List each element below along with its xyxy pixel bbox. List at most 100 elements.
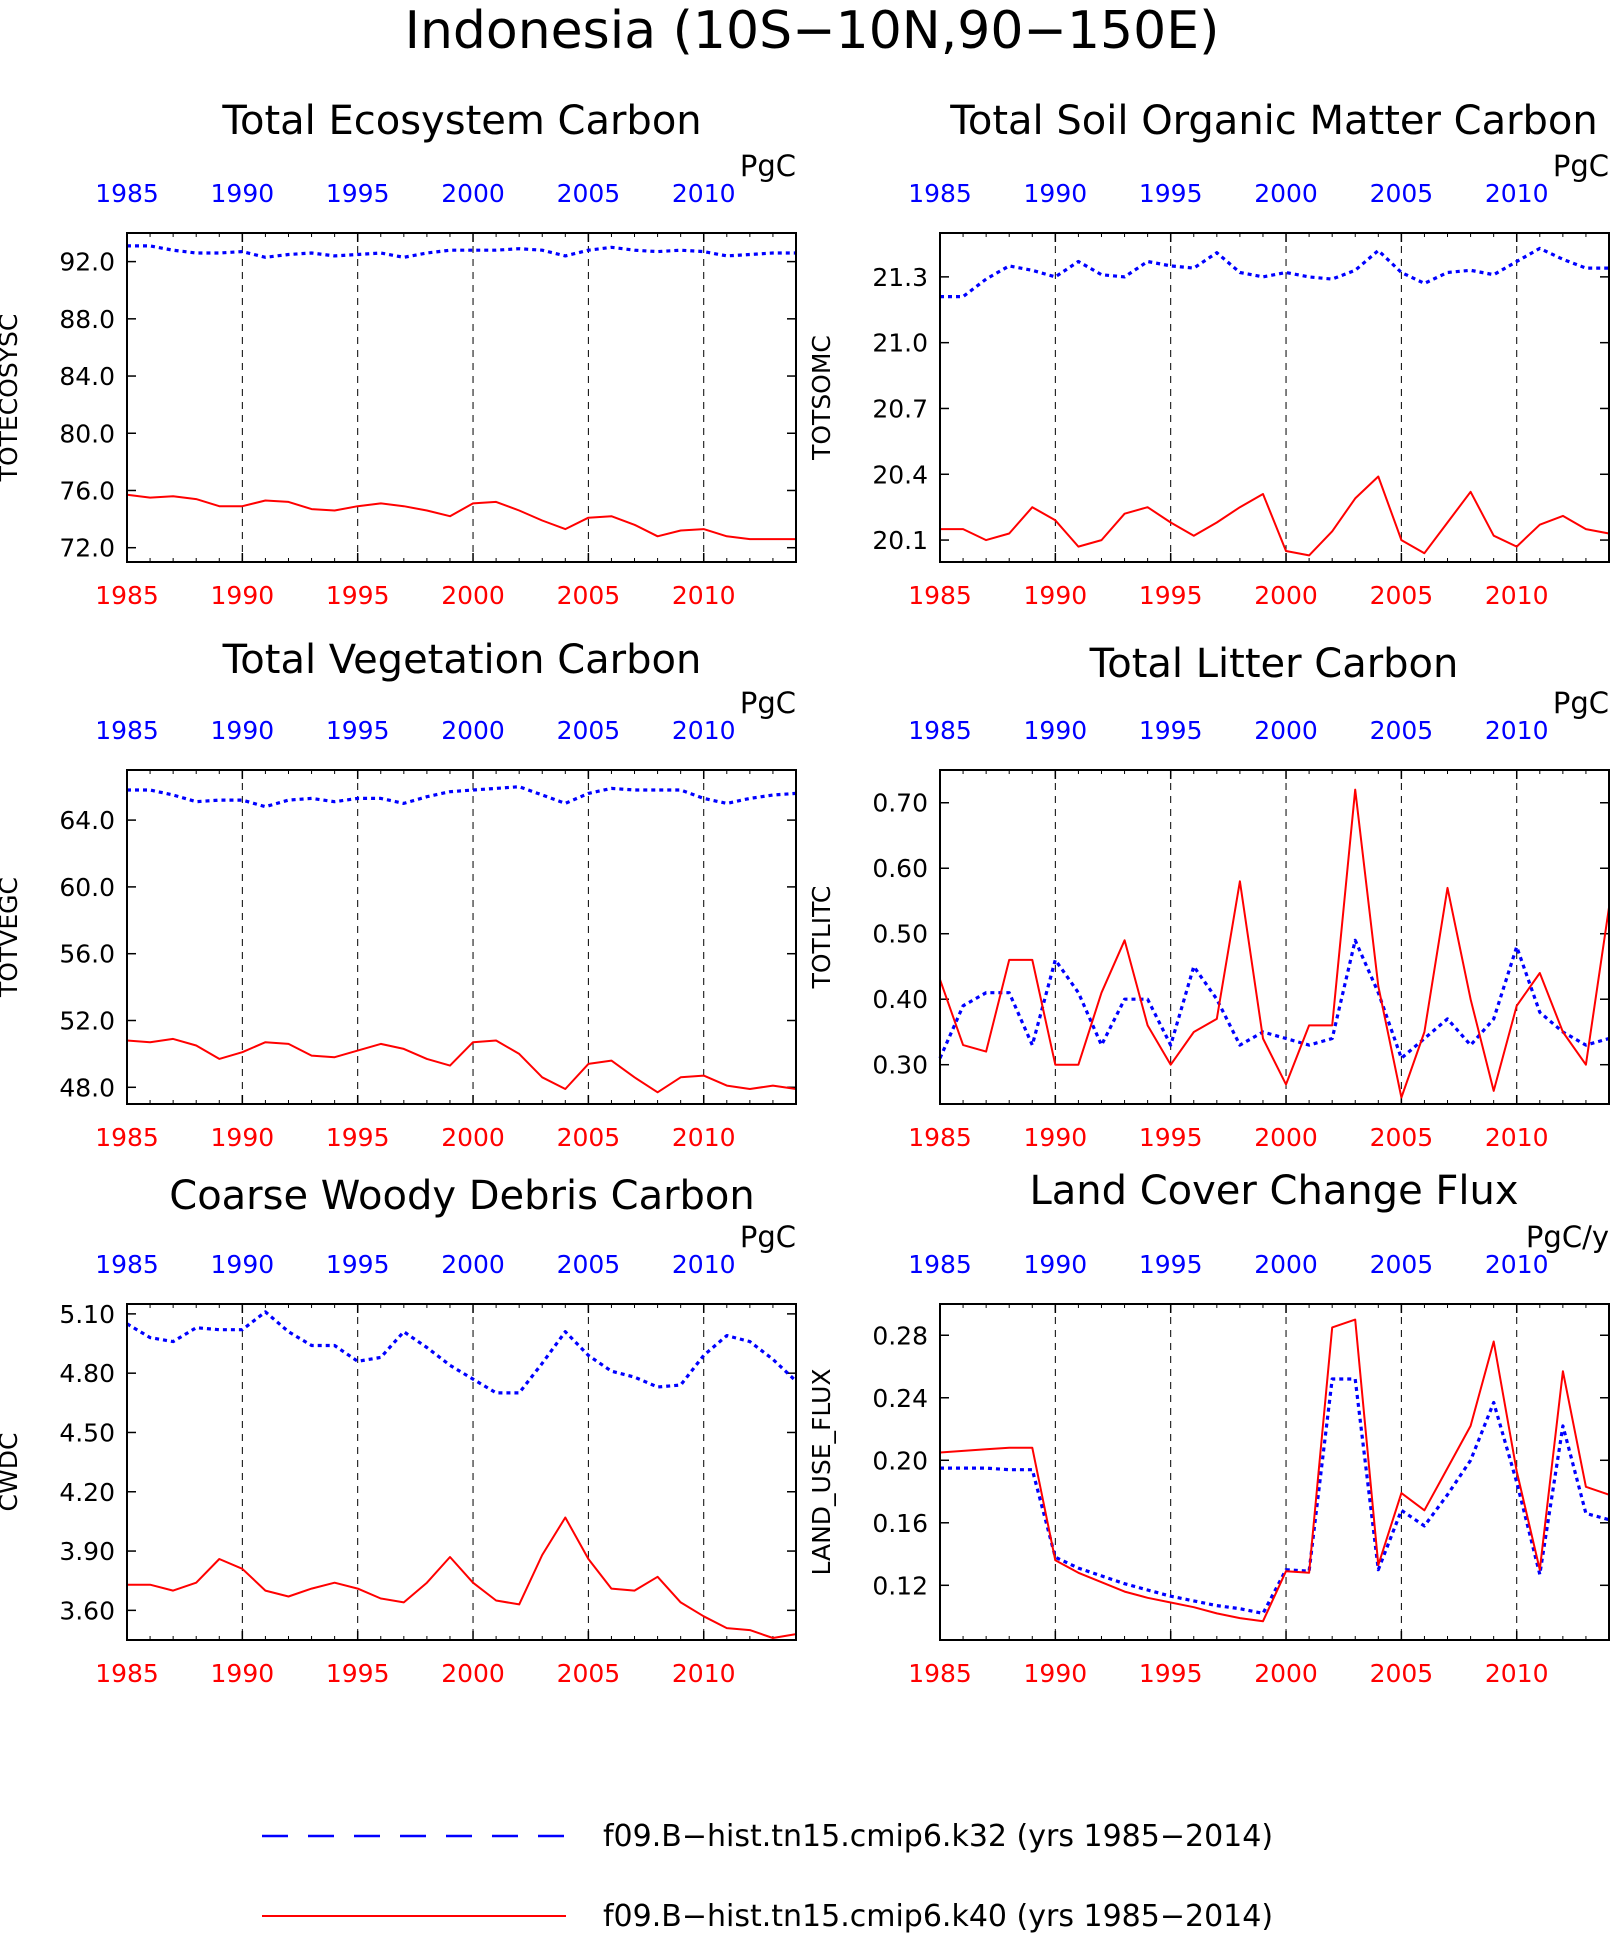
units-label: PgC [1553, 686, 1609, 720]
y-tick-label: 80.0 [59, 419, 115, 448]
x-tick-label-bottom: 2010 [1485, 581, 1549, 610]
y-tick-label: 88.0 [59, 305, 115, 334]
x-tick-label-top: 2010 [672, 716, 736, 745]
units-label: PgC [740, 149, 796, 183]
series-line-case1 [127, 244, 796, 259]
y-axis-label: LAND_USE_FLUX [807, 1368, 836, 1575]
x-tick-label-top: 1995 [1139, 716, 1203, 745]
series-line-case2 [939, 788, 1610, 1099]
y-axis-label: TOTLITC [807, 886, 836, 990]
y-tick-label: 3.60 [59, 1596, 115, 1625]
figure-title: Indonesia (10S−10N,90−150E) [405, 1, 1220, 61]
x-tick-label-top: 1985 [908, 179, 972, 208]
x-tick-label-top: 2005 [557, 179, 621, 208]
y-axis-label: TOTECOSYSC [0, 314, 23, 483]
x-tick-label-top: 2005 [557, 1250, 621, 1279]
x-tick-label-bottom: 2000 [441, 1659, 505, 1688]
y-tick-label: 64.0 [59, 806, 115, 835]
x-tick-label-bottom: 2005 [1370, 1659, 1434, 1688]
y-tick-label: 20.1 [872, 526, 928, 555]
x-tick-label-top: 2005 [1370, 179, 1434, 208]
panel-title: Total Vegetation Carbon [222, 637, 702, 683]
x-tick-label-top: 2010 [1485, 179, 1549, 208]
x-tick-label-bottom: 2000 [1254, 1659, 1318, 1688]
x-tick-label-bottom: 2005 [1370, 581, 1434, 610]
x-tick-label-top: 1995 [326, 716, 390, 745]
x-tick-label-top: 1985 [95, 1250, 159, 1279]
y-axis-label: TOTVEGC [0, 877, 23, 998]
units-label: PgC [740, 686, 796, 720]
panel-title: Coarse Woody Debris Carbon [169, 1173, 754, 1219]
legend: f09.B−hist.tn15.cmip6.k32 (yrs 1985−2014… [262, 1819, 1273, 1934]
panel-title: Total Ecosystem Carbon [221, 98, 701, 144]
y-tick-label: 20.7 [872, 394, 928, 423]
x-tick-label-bottom: 2000 [441, 1123, 505, 1152]
plot-frame [126, 1303, 797, 1641]
x-tick-label-bottom: 2005 [557, 581, 621, 610]
x-tick-label-bottom: 1995 [1139, 1123, 1203, 1152]
x-tick-label-top: 1985 [95, 179, 159, 208]
x-tick-label-top: 1995 [326, 179, 390, 208]
x-tick-label-top: 1985 [908, 716, 972, 745]
x-tick-label-top: 2005 [1370, 1250, 1434, 1279]
series-line-case1 [940, 246, 1609, 299]
x-tick-label-bottom: 2005 [557, 1123, 621, 1152]
x-tick-label-bottom: 2000 [1254, 1123, 1318, 1152]
x-tick-label-top: 2010 [1485, 716, 1549, 745]
series-line-case2 [126, 493, 796, 541]
y-tick-label: 84.0 [59, 362, 115, 391]
x-tick-label-bottom: 1985 [908, 581, 972, 610]
x-tick-label-top: 1995 [1139, 179, 1203, 208]
x-tick-label-bottom: 2010 [672, 1123, 736, 1152]
x-tick-label-bottom: 1990 [211, 581, 275, 610]
y-tick-label: 0.40 [872, 985, 928, 1014]
x-tick-label-top: 2000 [1254, 179, 1318, 208]
x-tick-label-top: 2010 [672, 1250, 736, 1279]
x-tick-label-top: 1995 [326, 1250, 390, 1279]
x-tick-label-bottom: 2000 [441, 581, 505, 610]
y-tick-label: 76.0 [59, 476, 115, 505]
y-tick-label: 21.3 [872, 263, 928, 292]
x-tick-label-top: 2005 [557, 716, 621, 745]
legend-label-case1: f09.B−hist.tn15.cmip6.k32 (yrs 1985−2014… [603, 1819, 1273, 1854]
y-tick-label: 4.20 [59, 1478, 115, 1507]
chart-panel-1: Total Ecosystem Carbon PgC TOTECOSYSC 1985 1… [0, 98, 797, 610]
y-tick-label: 5.10 [59, 1300, 115, 1329]
plot-frame [939, 1303, 1610, 1641]
x-tick-label-top: 2010 [672, 179, 736, 208]
y-tick-label: 20.4 [872, 460, 928, 489]
x-tick-label-bottom: 1990 [211, 1123, 275, 1152]
x-tick-label-bottom: 1985 [908, 1659, 972, 1688]
x-tick-label-bottom: 1995 [326, 581, 390, 610]
x-tick-label-bottom: 1985 [908, 1123, 972, 1152]
plot-frame [126, 769, 797, 1105]
y-tick-label: 48.0 [59, 1073, 115, 1102]
x-tick-label-bottom: 2010 [1485, 1123, 1549, 1152]
x-tick-label-top: 1990 [1024, 179, 1088, 208]
x-tick-label-bottom: 2010 [1485, 1659, 1549, 1688]
y-tick-label: 4.80 [59, 1359, 115, 1388]
x-tick-label-bottom: 2000 [1254, 581, 1318, 610]
legend-label-case2: f09.B−hist.tn15.cmip6.k40 (yrs 1985−2014… [603, 1899, 1273, 1934]
y-tick-label: 0.24 [872, 1384, 928, 1413]
x-tick-label-bottom: 1995 [326, 1123, 390, 1152]
panel-title: Land Cover Change Flux [1029, 1168, 1518, 1214]
x-tick-label-bottom: 2010 [672, 1659, 736, 1688]
y-tick-label: 0.70 [872, 789, 928, 818]
series-line-case2 [127, 1516, 797, 1639]
y-tick-label: 0.12 [872, 1571, 928, 1600]
y-tick-label: 0.30 [872, 1051, 928, 1080]
panel-title: Total Litter Carbon [1089, 641, 1459, 687]
units-label: PgC [1553, 149, 1609, 183]
plot-frame [939, 232, 1610, 563]
plot-frame [939, 769, 1610, 1105]
x-tick-label-top: 2000 [1254, 1250, 1318, 1279]
y-tick-label: 56.0 [59, 940, 115, 969]
y-tick-label: 92.0 [59, 248, 115, 277]
chart-panel-4: Total Litter Carbon PgC TOTLITC 1985 1985 199… [807, 641, 1610, 1152]
x-tick-label-top: 2010 [1485, 1250, 1549, 1279]
x-tick-label-top: 2000 [441, 1250, 505, 1279]
y-tick-label: 0.28 [872, 1321, 928, 1350]
x-tick-label-top: 2005 [1370, 716, 1434, 745]
